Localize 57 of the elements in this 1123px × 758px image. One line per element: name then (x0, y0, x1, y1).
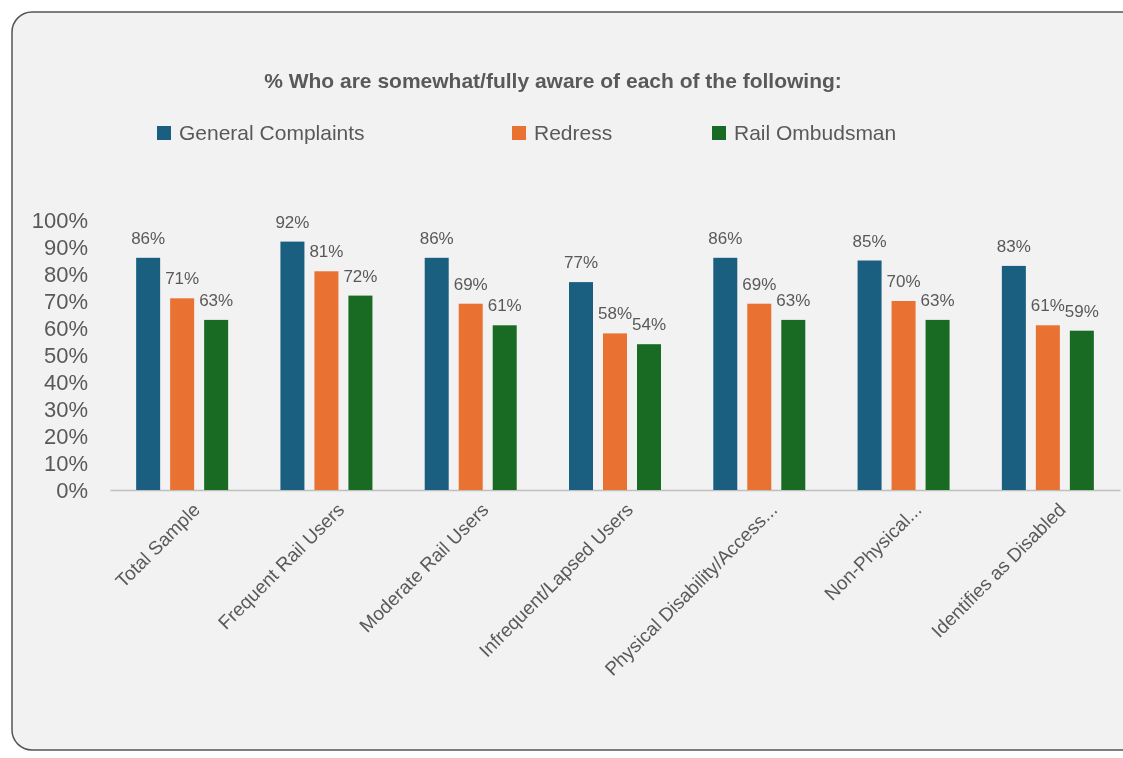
bar (603, 333, 627, 490)
bar (925, 319, 950, 490)
bar (424, 257, 449, 490)
legend-label: Redress (534, 121, 613, 144)
chart-title: % Who are somewhat/fully aware of each of the following: (264, 69, 842, 92)
data-label: 59% (1064, 301, 1099, 321)
data-label: 69% (453, 274, 488, 294)
data-label: 72% (343, 266, 378, 286)
bar (1001, 265, 1026, 490)
data-label: 70% (886, 272, 921, 291)
data-label: 92% (275, 212, 310, 232)
data-label: 77% (563, 253, 599, 273)
data-label: 54% (631, 315, 667, 335)
y-tick-label: 100% (31, 207, 88, 233)
data-label: 86% (419, 228, 454, 248)
legend-label: General Complaints (179, 121, 365, 144)
bar (781, 319, 806, 490)
data-label: 61% (1030, 296, 1065, 316)
y-tick-label: 0% (56, 477, 88, 503)
bar (569, 282, 593, 490)
data-label: 71% (165, 269, 200, 289)
data-label: 69% (742, 274, 777, 294)
y-tick-label: 60% (43, 315, 88, 341)
data-label: 86% (708, 228, 743, 248)
data-label: 63% (199, 290, 234, 310)
y-tick-label: 20% (43, 423, 88, 449)
y-tick-label: 10% (43, 450, 88, 476)
bar (136, 257, 161, 490)
y-tick-label: 70% (43, 288, 88, 314)
bar (348, 295, 373, 490)
bar (280, 241, 305, 490)
bar (747, 303, 772, 490)
bar (1069, 330, 1094, 490)
y-tick-label: 30% (43, 396, 88, 422)
bar (204, 319, 229, 490)
bar (1035, 325, 1060, 490)
y-tick-label: 80% (43, 261, 88, 287)
bar (492, 325, 517, 490)
data-label: 58% (597, 304, 633, 324)
bar (170, 298, 195, 490)
y-tick-label: 90% (43, 234, 88, 260)
bar (637, 344, 661, 490)
data-label: 63% (776, 290, 811, 310)
y-tick-label: 40% (43, 369, 88, 395)
data-label: 81% (309, 242, 344, 262)
bar (314, 271, 339, 490)
bar (713, 257, 738, 490)
data-label: 63% (920, 290, 955, 310)
bar (458, 303, 483, 490)
data-label: 83% (996, 236, 1031, 256)
bar (891, 301, 916, 490)
data-label: 61% (487, 296, 522, 316)
y-tick-label: 50% (43, 342, 88, 368)
legend-label: Rail Ombudsman (734, 121, 897, 144)
bar (857, 260, 882, 490)
data-label: 86% (131, 228, 166, 248)
data-label: 85% (852, 231, 887, 251)
